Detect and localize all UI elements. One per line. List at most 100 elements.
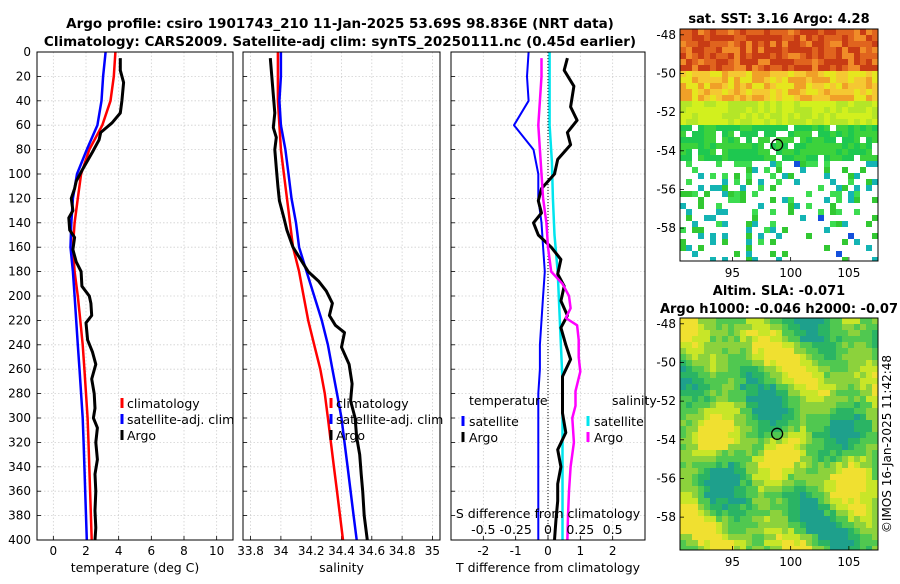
- map-cell: [842, 522, 849, 529]
- map-cell: [686, 534, 693, 541]
- map-cell: [704, 486, 711, 493]
- map-cell: [764, 227, 771, 234]
- map-cell: [848, 29, 855, 36]
- map-cell: [686, 131, 693, 138]
- map-cell: [704, 324, 711, 331]
- map-cell: [806, 155, 813, 162]
- map-cell: [800, 456, 807, 463]
- x-tick-label: 34.4: [328, 544, 355, 558]
- map-cell: [722, 396, 729, 403]
- map-cell: [794, 426, 801, 433]
- map-cell: [776, 414, 783, 421]
- map-cell: [866, 113, 873, 120]
- map-cell: [740, 95, 747, 102]
- map-cell: [842, 474, 849, 481]
- map-cell: [866, 396, 873, 403]
- map-cell: [860, 149, 867, 156]
- map-cell: [740, 480, 747, 487]
- map-cell: [830, 89, 837, 96]
- map-cell: [704, 444, 711, 451]
- map-cell: [842, 456, 849, 463]
- map-cell: [848, 191, 855, 198]
- map-cell: [710, 221, 717, 228]
- map-cell: [842, 185, 849, 192]
- map-cell: [722, 414, 729, 421]
- map-cell: [854, 456, 861, 463]
- map-cell: [848, 504, 855, 511]
- map-cell: [806, 149, 813, 156]
- map-cell: [680, 366, 687, 373]
- map-cell: [680, 546, 687, 550]
- map-cell: [872, 378, 878, 385]
- map-cell: [806, 179, 813, 186]
- map-cell: [686, 318, 693, 325]
- map-cell: [860, 546, 867, 550]
- y-tick-label: 100: [8, 167, 31, 181]
- map-cell: [830, 390, 837, 397]
- map-cell: [740, 402, 747, 409]
- map-cell: [788, 47, 795, 54]
- map-cell: [788, 372, 795, 379]
- map-cell: [770, 107, 777, 114]
- map-cell: [782, 396, 789, 403]
- map-cell: [692, 324, 699, 331]
- map-cell: [830, 173, 837, 180]
- map-cell: [860, 47, 867, 54]
- map-cell: [860, 119, 867, 126]
- map-cell: [746, 324, 753, 331]
- map-cell: [824, 215, 831, 222]
- series-line-t-argo: [532, 57, 579, 541]
- map-cell: [842, 137, 849, 144]
- map-cell: [788, 318, 795, 325]
- map-cell: [710, 95, 717, 102]
- map-cell: [698, 143, 705, 150]
- map-cell: [872, 324, 878, 331]
- map-cell: [686, 137, 693, 144]
- map-cell: [854, 522, 861, 529]
- map-cell: [788, 149, 795, 156]
- map-cell: [758, 125, 765, 132]
- map-cell: [698, 233, 705, 240]
- map-cell: [728, 113, 735, 120]
- map-cell: [704, 59, 711, 66]
- map-cell: [752, 450, 759, 457]
- map-cell: [848, 35, 855, 42]
- map-cell: [746, 360, 753, 367]
- map-cell: [788, 330, 795, 337]
- figure-title-line1: Argo profile: csiro 1901743_210 11-Jan-2…: [66, 16, 614, 32]
- map-cell: [752, 420, 759, 427]
- map-cell: [866, 41, 873, 48]
- map-cell: [722, 318, 729, 325]
- map-cell: [800, 522, 807, 529]
- map-cell: [836, 522, 843, 529]
- map-cell: [866, 203, 873, 210]
- map-cell: [818, 348, 825, 355]
- map-cell: [782, 534, 789, 541]
- map-cell: [812, 366, 819, 373]
- map-cell: [710, 131, 717, 138]
- map-cell: [746, 95, 753, 102]
- map-cell: [704, 432, 711, 439]
- map-cell: [752, 119, 759, 126]
- map-cell: [860, 137, 867, 144]
- map-cell: [710, 444, 717, 451]
- map-cell: [866, 191, 873, 198]
- map-cell: [740, 203, 747, 210]
- map-cell: [722, 179, 729, 186]
- map-cell: [728, 414, 735, 421]
- map-cell: [698, 366, 705, 373]
- map-cell: [764, 420, 771, 427]
- map-cell: [842, 113, 849, 120]
- map-cell: [800, 125, 807, 132]
- map-cell: [740, 149, 747, 156]
- map-cell: [854, 137, 861, 144]
- map-cell: [824, 251, 831, 258]
- map-cell: [818, 498, 825, 505]
- map-cell: [800, 131, 807, 138]
- map-cell: [734, 540, 741, 547]
- map-cell: [680, 47, 687, 54]
- map-cell: [752, 444, 759, 451]
- map-cell: [776, 41, 783, 48]
- map-cell: [728, 360, 735, 367]
- map-cell: [770, 233, 777, 240]
